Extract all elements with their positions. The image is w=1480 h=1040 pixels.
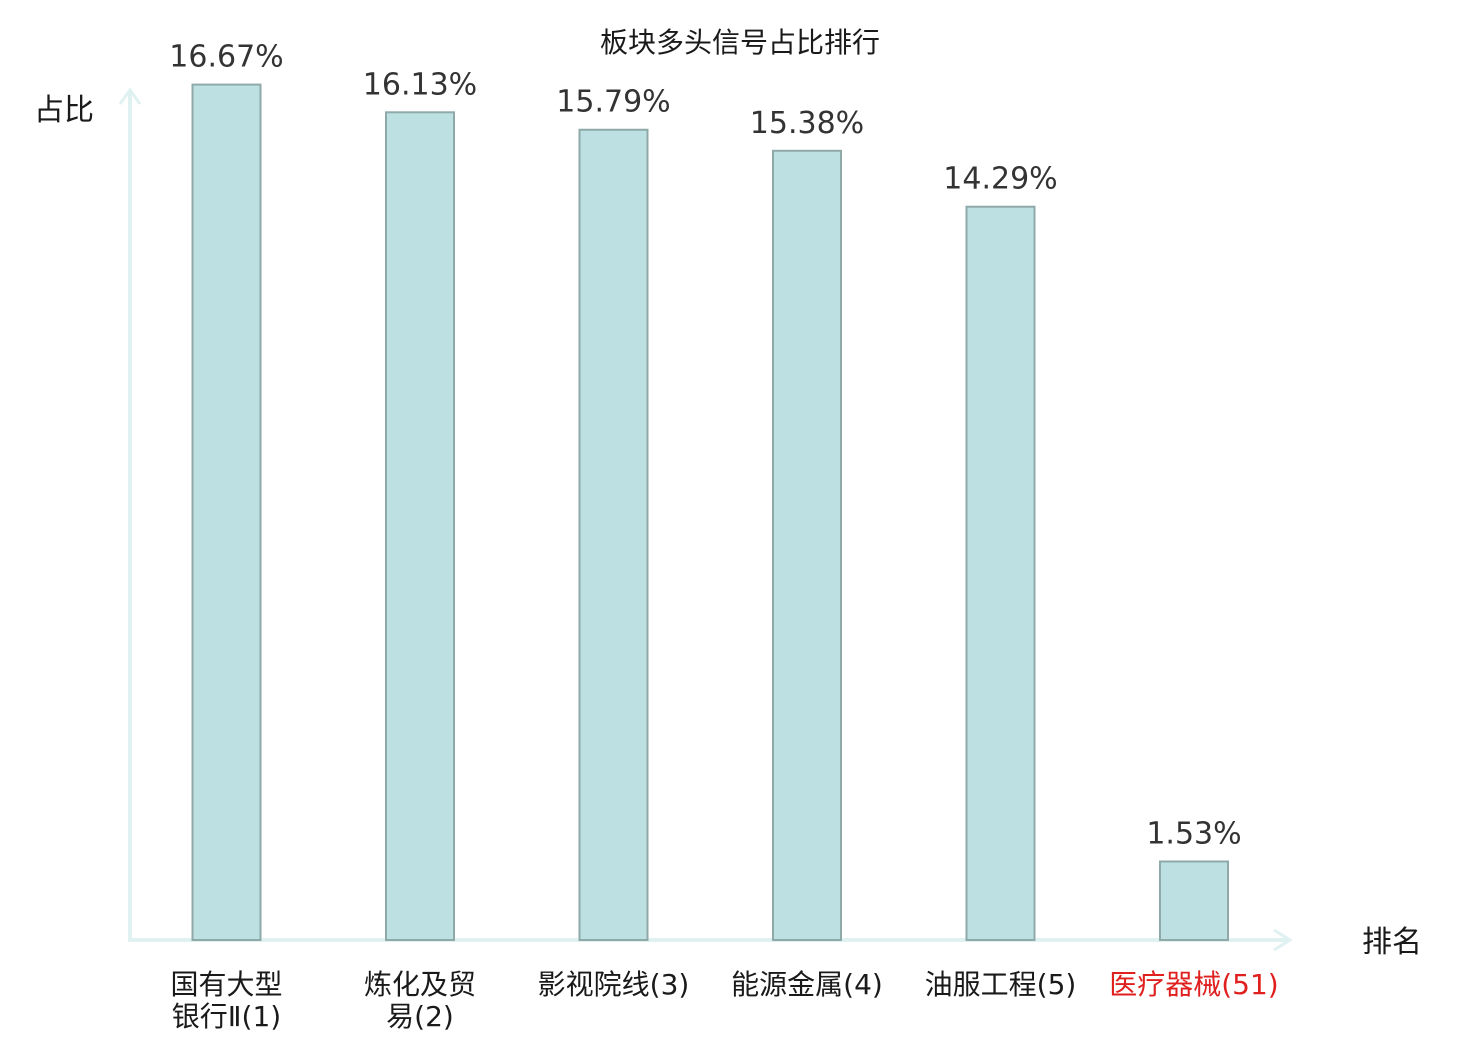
bar	[772, 149, 842, 941]
x-tick-label-line: 油服工程(5)	[925, 968, 1077, 1001]
x-tick-label: 国有大型银行Ⅱ(1)	[170, 968, 282, 1033]
bar-series	[191, 83, 1229, 941]
value-labels: 16.67% 16.13% 15.79% 15.38% 14.29% 1.53%	[169, 40, 1241, 852]
x-tick-label: 影视院线(3)	[538, 968, 690, 1001]
data-label: 16.67%	[169, 40, 283, 75]
axes	[118, 87, 1293, 952]
x-tick-label: 油服工程(5)	[925, 968, 1077, 1001]
x-axis-arrow-icon	[1273, 928, 1293, 952]
x-tick-label-line: 炼化及贸	[364, 968, 476, 1001]
data-label: 15.79%	[556, 85, 670, 120]
data-label: 1.53%	[1146, 816, 1241, 851]
x-tick-label-line: 能源金属(4)	[731, 968, 883, 1001]
x-tick-label-line: 易(2)	[386, 1000, 454, 1033]
x-tick-label: 能源金属(4)	[731, 968, 883, 1001]
category-labels: 国有大型银行Ⅱ(1) 炼化及贸易(2) 影视院线(3) 能源金属(4) 油服工程(5) 医…	[170, 968, 1278, 1033]
bar	[1159, 860, 1229, 941]
x-tick-label-line: 医疗器械(51)	[1109, 968, 1278, 1001]
data-label: 15.38%	[750, 106, 864, 141]
x-axis-label: 排名	[1362, 925, 1422, 960]
x-tick-label: 炼化及贸易(2)	[364, 968, 476, 1033]
x-tick-label-line: 国有大型	[170, 968, 282, 1001]
bar	[578, 128, 649, 941]
x-tick-label-line: 银行Ⅱ(1)	[172, 1000, 281, 1033]
y-axis-arrow-icon	[118, 87, 142, 105]
data-label: 16.13%	[363, 67, 477, 102]
bar	[385, 111, 455, 941]
bar	[191, 83, 262, 941]
bar	[965, 205, 1036, 941]
chart-title: 板块多头信号占比排行	[600, 26, 880, 59]
data-label: 14.29%	[943, 162, 1057, 197]
x-tick-label-line: 影视院线(3)	[538, 968, 690, 1001]
y-axis-label: 占比	[34, 93, 94, 128]
x-tick-label: 医疗器械(51)	[1109, 968, 1278, 1001]
